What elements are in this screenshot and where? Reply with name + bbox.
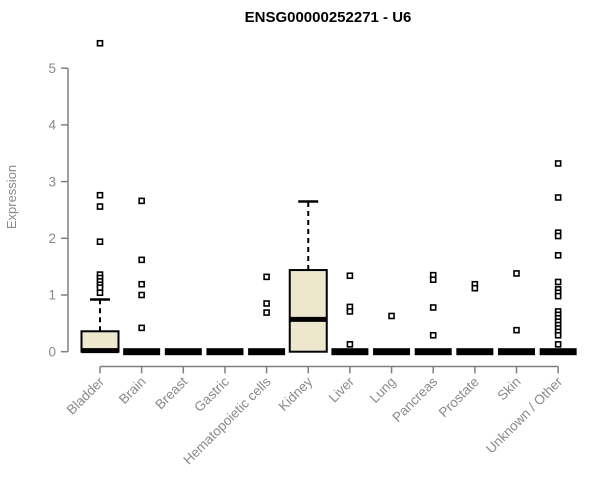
outlier-point [346, 308, 354, 315]
x-tick-label: Breast [152, 374, 190, 412]
x-tick-label: Liver [326, 374, 358, 406]
outlier-point [554, 278, 562, 286]
outlier-point [429, 331, 437, 339]
x-tick-label: Lung [367, 374, 399, 406]
outlier-point [96, 284, 104, 291]
outlier-point [96, 191, 104, 199]
flat-box-breast [164, 348, 202, 356]
outlier-point [96, 238, 104, 246]
y-tick-label: 2 [48, 231, 56, 246]
outlier-point [138, 256, 145, 264]
x-tick-label: Prostate [436, 374, 482, 420]
outlier-point [138, 324, 145, 332]
x-tick-label: Skin [494, 374, 523, 403]
flat-box-lung [373, 348, 411, 356]
box-kidney [288, 269, 328, 353]
outlier-point [388, 312, 395, 320]
flat-box-gastric [206, 348, 244, 356]
outlier-point [346, 272, 354, 280]
outlier-point [429, 304, 437, 311]
flat-box-hematopoietic-cells [248, 348, 286, 356]
y-tick-label: 0 [48, 344, 56, 359]
outlier-point [554, 341, 562, 348]
outlier-point [263, 300, 270, 307]
outlier-point [554, 194, 562, 201]
outlier-point [513, 270, 520, 277]
y-tick-label: 4 [48, 118, 56, 133]
outlier-point [513, 326, 520, 334]
outlier-point [471, 284, 479, 292]
outlier-point [554, 252, 562, 259]
outlier-point [96, 203, 104, 210]
flat-box-skin [498, 348, 535, 356]
flat-box-unknown-other [539, 348, 577, 356]
outlier-point [263, 309, 270, 316]
x-tick-label: Kidney [276, 374, 316, 414]
x-tick-label: Pancreas [389, 374, 440, 425]
outlier-point [429, 276, 437, 283]
flat-box-prostate [456, 348, 494, 356]
x-tick-label: Unknown / Other [483, 374, 566, 457]
x-tick-label: Gastric [191, 374, 232, 415]
outlier-point [263, 273, 270, 281]
flat-box-brain [123, 348, 161, 356]
y-tick-label: 1 [48, 288, 56, 303]
y-tick-label: 5 [48, 61, 56, 76]
outlier-point [554, 232, 562, 240]
y-axis-label: Expression [4, 165, 19, 229]
outlier-point [554, 292, 562, 300]
outlier-point [96, 289, 104, 297]
y-tick-label: 3 [48, 174, 56, 189]
x-tick-label: Brain [116, 374, 149, 407]
chart-title: ENSG00000252271 - U6 [245, 9, 412, 26]
x-tick-label: Bladder [64, 374, 108, 418]
outlier-point [138, 280, 145, 288]
flat-box-liver [331, 348, 369, 356]
outlier-point [96, 39, 104, 47]
flat-box-pancreas [414, 348, 452, 356]
outlier-point [554, 160, 562, 167]
outlier-point [554, 331, 562, 339]
outlier-point [138, 291, 145, 299]
outlier-point [346, 341, 354, 348]
outlier-point [138, 197, 145, 205]
